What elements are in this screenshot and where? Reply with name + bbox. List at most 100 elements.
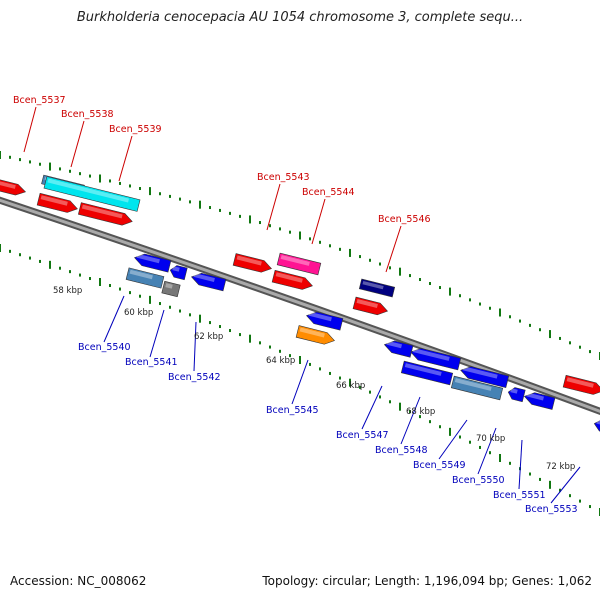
chromosome-backbone xyxy=(0,198,600,413)
gene-bcen-5538 xyxy=(36,192,78,213)
outer-track-tick xyxy=(409,274,411,278)
gene-label-bottom: Bcen_5549 xyxy=(413,460,466,471)
inner-track-tick xyxy=(369,390,371,394)
inner-track-tick xyxy=(0,244,1,252)
inner-track-tick xyxy=(199,314,201,323)
inner-track-tick xyxy=(259,341,261,345)
gene-bcen-5550-a xyxy=(460,366,510,388)
outer-track-tick xyxy=(69,169,71,173)
genes-layer xyxy=(0,174,600,435)
outer-track-tick xyxy=(299,231,301,240)
inner-track-tick xyxy=(269,345,271,349)
gene-bcen-5544-outer xyxy=(276,252,322,276)
outer-track-tick xyxy=(399,267,401,276)
gene-bcen-5541-a xyxy=(169,265,188,281)
gene-bcen-5542 xyxy=(190,272,227,292)
outer-track-tick xyxy=(419,278,421,282)
outer-track-tick xyxy=(579,345,581,349)
gene-bcen-5541 xyxy=(161,280,181,298)
inner-track-tick xyxy=(589,505,591,509)
scale-label: 62 kbp xyxy=(194,332,223,342)
outer-track-tick xyxy=(569,341,571,345)
outer-track-tick xyxy=(469,298,471,302)
outer-track-tick xyxy=(79,172,81,176)
gene-bcen-5539-outer xyxy=(43,176,141,212)
gene-label-bottom: Bcen_5542 xyxy=(168,372,221,383)
outer-track-tick xyxy=(239,214,241,218)
gene-bcen-5553 xyxy=(523,392,556,410)
inner-track-tick xyxy=(179,309,181,313)
inner-track-tick xyxy=(209,321,211,325)
outer-track-tick xyxy=(209,206,211,210)
gene-label-bottom: Bcen_5553 xyxy=(525,504,578,515)
outer-track-tick xyxy=(259,221,261,225)
topology-summary: Topology: circular; Length: 1,196,094 bp… xyxy=(262,574,592,588)
inner-track-tick xyxy=(69,270,71,274)
outer-track-tick xyxy=(169,194,171,198)
inner-track-tick xyxy=(219,325,221,329)
inner-track-tick xyxy=(419,415,421,419)
gene-bcen-5540 xyxy=(125,267,165,289)
accession-text: Accession: NC_008062 xyxy=(10,574,147,588)
outer-track-tick xyxy=(589,350,591,354)
inner-track-tick xyxy=(579,499,581,503)
inner-track-tick xyxy=(49,260,51,269)
inner-track-tick xyxy=(119,287,121,291)
inner-track-tick xyxy=(9,249,11,253)
outer-track-tick xyxy=(179,197,181,201)
scale-label: 60 kbp xyxy=(124,308,153,318)
backbone-layer xyxy=(0,196,600,416)
inner-track-tick xyxy=(349,378,351,387)
outer-track-tick xyxy=(149,187,151,196)
leader-line xyxy=(361,385,383,430)
outer-track-tick xyxy=(159,192,161,196)
outer-track-tick xyxy=(309,237,311,241)
inner-track-tick xyxy=(549,480,551,489)
inner-track-tick xyxy=(149,295,151,304)
outer-track-tick xyxy=(289,230,291,234)
gene-bcen-5548 xyxy=(400,360,454,386)
scale-label: 64 kbp xyxy=(266,356,295,366)
inner-track-tick xyxy=(569,494,571,498)
inner-track-tick xyxy=(169,305,171,309)
inner-track-tick xyxy=(229,329,231,333)
outer-track-tick xyxy=(429,282,431,286)
leader-lines-layer xyxy=(23,106,581,504)
scale-label: 70 kbp xyxy=(476,434,505,444)
map-title: Burkholderia cenocepacia AU 1054 chromos… xyxy=(76,10,524,25)
inner-track-tick xyxy=(239,333,241,337)
leader-line xyxy=(118,135,133,182)
gene-bcen-5546 xyxy=(352,296,389,316)
outer-track-tick xyxy=(379,262,381,266)
leader-line xyxy=(518,439,523,490)
outer-track-tick xyxy=(389,266,391,270)
inner-track-tick xyxy=(539,477,541,481)
inner-track-tick xyxy=(449,427,451,436)
outer-track-tick xyxy=(549,330,551,339)
outer-track-tick xyxy=(369,258,371,262)
gene-bcen-5545-a xyxy=(306,311,344,331)
outer-track-tick xyxy=(249,215,251,224)
inner-track-tick xyxy=(459,435,461,439)
outer-track-tick xyxy=(29,160,31,164)
inner-track-tick xyxy=(159,302,161,306)
leader-line xyxy=(23,106,37,153)
outer-track-tick xyxy=(459,294,461,298)
leader-line xyxy=(385,225,402,273)
inner-track-tick xyxy=(509,461,511,465)
leader-line xyxy=(193,321,197,372)
outer-track-tick xyxy=(99,174,101,183)
gene-label-bottom: Bcen_5551 xyxy=(493,490,546,501)
inner-track-tick xyxy=(79,273,81,277)
inner-track-tick xyxy=(379,395,381,399)
gene-label-top: Bcen_5544 xyxy=(302,187,355,198)
leader-line xyxy=(70,120,85,168)
inner-track-tick xyxy=(339,376,341,380)
outer-track-tick xyxy=(479,302,481,306)
gene-bcen-5551 xyxy=(507,387,526,403)
gene-label-top: Bcen_5543 xyxy=(257,172,310,183)
gene-bcen-5548-a xyxy=(410,347,462,371)
inner-track-tick xyxy=(559,488,561,492)
scale-label: 66 kbp xyxy=(336,381,365,391)
